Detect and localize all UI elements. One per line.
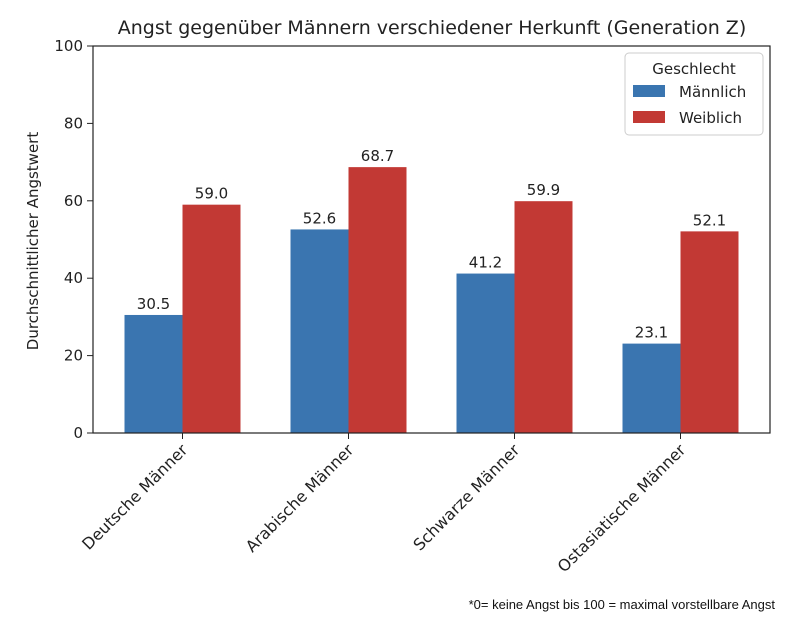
bar-weiblich (680, 231, 739, 433)
y-tick-label: 80 (64, 114, 83, 132)
data-label-maennlich: 23.1 (635, 324, 668, 342)
legend-swatch-maennlich (633, 85, 665, 97)
legend-label-maennlich: Männlich (679, 83, 746, 101)
bar-maennlich (124, 314, 183, 433)
footnote: *0= keine Angst bis 100 = maximal vorste… (468, 597, 775, 612)
data-label-weiblich: 59.0 (195, 185, 228, 203)
data-label-maennlich: 30.5 (137, 295, 170, 313)
bar-maennlich (622, 343, 681, 433)
y-tick-label: 40 (64, 269, 83, 287)
bar-weiblich (348, 167, 407, 434)
data-label-maennlich: 41.2 (469, 254, 502, 272)
data-label-maennlich: 52.6 (303, 209, 336, 227)
plot-frame (92, 45, 771, 434)
bar-maennlich (290, 229, 349, 433)
chart-title: Angst gegenüber Männern verschiedener He… (118, 17, 746, 39)
legend-label-weiblich: Weiblich (679, 109, 742, 127)
data-label-weiblich: 52.1 (693, 211, 726, 229)
y-tick-label: 20 (64, 347, 83, 365)
y-tick-label: 60 (64, 192, 83, 210)
legend-swatch-weiblich (633, 111, 665, 123)
legend-title: Geschlecht (652, 60, 736, 78)
bar-maennlich (456, 273, 515, 433)
legend: Geschlecht Männlich Weiblich (624, 52, 764, 136)
data-label-weiblich: 68.7 (361, 147, 394, 165)
x-tick-label: Deutsche Männer (78, 440, 192, 554)
y-axis-label: Durchschnittlicher Angstwert (24, 132, 42, 351)
y-tick-label: 0 (73, 424, 83, 442)
x-tick-label: Ostasiatische Männer (554, 440, 690, 576)
bar-weiblich (182, 204, 241, 433)
bar-weiblich (514, 201, 573, 433)
data-label-weiblich: 59.9 (527, 181, 560, 199)
x-tick-label: Arabische Männer (242, 440, 358, 556)
y-tick-label: 100 (54, 37, 83, 55)
x-tick-label: Schwarze Männer (409, 440, 523, 554)
